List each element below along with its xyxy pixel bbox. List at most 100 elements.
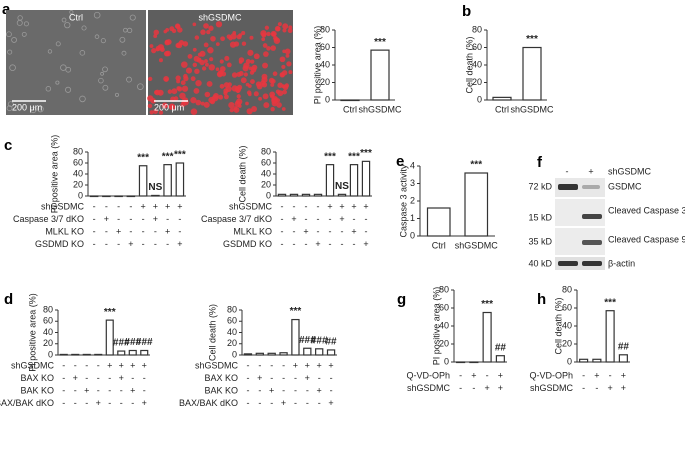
cell bbox=[151, 47, 157, 54]
cell bbox=[273, 35, 278, 41]
cell bbox=[211, 94, 219, 102]
condition-sign: - bbox=[281, 201, 284, 211]
y-axis-label: Cell death (%) bbox=[207, 304, 217, 361]
cell bbox=[263, 102, 270, 109]
condition-label: BAX KO bbox=[20, 373, 54, 383]
cell bbox=[79, 50, 86, 56]
cell bbox=[270, 82, 275, 87]
bar bbox=[370, 49, 390, 101]
bar bbox=[301, 193, 311, 197]
image-label: shGSDMC bbox=[198, 12, 242, 22]
y-tick-label: 60 bbox=[320, 42, 330, 52]
condition-sign: - bbox=[582, 383, 585, 393]
condition-sign: + bbox=[177, 201, 182, 211]
significance: NS bbox=[335, 181, 349, 192]
y-axis-label: Cell death (%) bbox=[464, 36, 474, 93]
cell bbox=[224, 55, 230, 61]
cell bbox=[61, 17, 67, 23]
cell bbox=[269, 94, 275, 99]
cell bbox=[137, 83, 144, 90]
y-axis-label: Caspase 3 activity bbox=[398, 164, 408, 238]
marker: 72 kD bbox=[528, 181, 552, 191]
cell bbox=[79, 95, 86, 103]
y-tick-label: 0 bbox=[444, 356, 449, 366]
cell bbox=[253, 53, 260, 60]
cell bbox=[183, 76, 189, 82]
cell bbox=[255, 81, 262, 87]
bar bbox=[361, 160, 371, 197]
cell bbox=[282, 89, 287, 95]
y-axis-label: PI positive area (%) bbox=[312, 26, 322, 105]
condition-sign: - bbox=[281, 214, 284, 224]
cell bbox=[129, 14, 136, 21]
cell bbox=[266, 31, 271, 37]
cell bbox=[277, 90, 284, 97]
significance: *** bbox=[348, 151, 360, 162]
condition-sign: + bbox=[107, 360, 112, 370]
condition-sign: - bbox=[582, 370, 585, 380]
condition-sign: - bbox=[97, 373, 100, 383]
condition-sign: + bbox=[96, 398, 101, 408]
cell bbox=[163, 50, 170, 57]
condition-sign: - bbox=[142, 239, 145, 249]
significance: ### bbox=[299, 335, 316, 346]
cell bbox=[190, 97, 197, 104]
cell bbox=[187, 54, 193, 59]
cell bbox=[16, 19, 23, 26]
condition-sign: + bbox=[621, 383, 626, 393]
condition-sign: - bbox=[62, 385, 65, 395]
condition-sign: - bbox=[353, 214, 356, 224]
condition-sign: + bbox=[128, 239, 133, 249]
cell bbox=[241, 31, 246, 36]
cell bbox=[153, 90, 159, 95]
condition-sign: - bbox=[117, 201, 120, 211]
condition-sign: + bbox=[317, 360, 322, 370]
cell bbox=[251, 106, 258, 112]
condition-sign: - bbox=[93, 239, 96, 249]
significance: *** bbox=[104, 307, 116, 318]
condition-sign: + bbox=[269, 385, 274, 395]
cell bbox=[284, 48, 291, 55]
condition-sign: - bbox=[154, 239, 157, 249]
cell bbox=[119, 36, 126, 43]
condition-sign: - bbox=[305, 201, 308, 211]
condition-sign: + bbox=[73, 373, 78, 383]
bar bbox=[482, 311, 492, 363]
bar bbox=[117, 350, 126, 356]
significance: ### bbox=[113, 338, 130, 349]
cell bbox=[284, 83, 290, 88]
cell bbox=[218, 94, 224, 100]
cell bbox=[196, 57, 201, 62]
cell bbox=[231, 72, 238, 78]
cell bbox=[194, 68, 200, 75]
y-axis-label: PI positive area (%) bbox=[49, 135, 59, 214]
cell bbox=[261, 37, 266, 42]
y-tick-label: 60 bbox=[472, 42, 482, 52]
condition-label: BAX KO bbox=[204, 373, 238, 383]
condition-sign: + bbox=[104, 214, 109, 224]
bar bbox=[82, 353, 91, 356]
significance: *** bbox=[290, 306, 302, 317]
cell bbox=[246, 108, 253, 115]
cell bbox=[163, 75, 170, 82]
condition-sign: + bbox=[84, 385, 89, 395]
cell bbox=[167, 89, 173, 94]
significance: *** bbox=[526, 34, 538, 45]
bar bbox=[126, 195, 136, 198]
condition-sign: - bbox=[105, 226, 108, 236]
cell bbox=[247, 92, 252, 97]
condition-label: BAK KO bbox=[204, 385, 238, 395]
blot-label: Cleaved Caspase 3 bbox=[608, 205, 685, 215]
y-axis-label: Cell death (%) bbox=[237, 145, 247, 202]
condition-label: shGSDMC bbox=[41, 201, 85, 211]
cell bbox=[228, 102, 235, 109]
cell bbox=[102, 66, 108, 73]
significance: NS bbox=[148, 182, 162, 193]
y-tick-label: 0 bbox=[48, 349, 53, 359]
cell bbox=[264, 25, 270, 30]
cell bbox=[288, 70, 293, 75]
bar bbox=[140, 349, 149, 356]
cell bbox=[285, 53, 290, 58]
cell bbox=[204, 91, 211, 98]
cell bbox=[270, 45, 277, 51]
